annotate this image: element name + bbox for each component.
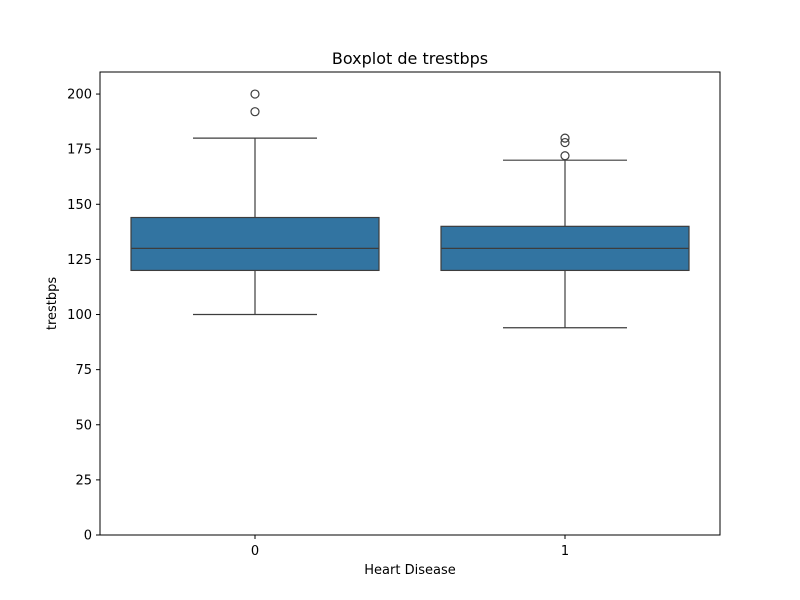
y-tick-label: 175 — [67, 143, 92, 158]
y-tick-label: 50 — [75, 418, 92, 433]
outlier-point — [560, 133, 570, 143]
iqr-box — [130, 216, 380, 272]
chart-title: Boxplot de trestbps — [332, 49, 488, 68]
outlier-point — [250, 89, 260, 99]
y-tick-label: 0 — [84, 529, 92, 544]
y-tick-label: 25 — [75, 473, 92, 488]
y-tick-label: 125 — [67, 253, 92, 268]
outlier-point — [560, 137, 570, 148]
y-axis-label: trestbps — [45, 277, 60, 331]
y-tick-label: 100 — [67, 308, 92, 323]
plot-area — [130, 89, 690, 329]
x-axis-label: Heart Disease — [364, 563, 455, 578]
y-tick-label: 150 — [67, 198, 92, 213]
x-tick-label: 0 — [251, 544, 259, 559]
y-tick-label: 75 — [75, 363, 92, 378]
plot-frame — [99, 71, 721, 536]
outlier-point — [250, 107, 260, 117]
x-tick-label: 1 — [561, 544, 569, 559]
y-tick-label: 200 — [67, 88, 92, 103]
outlier-point — [560, 151, 570, 161]
